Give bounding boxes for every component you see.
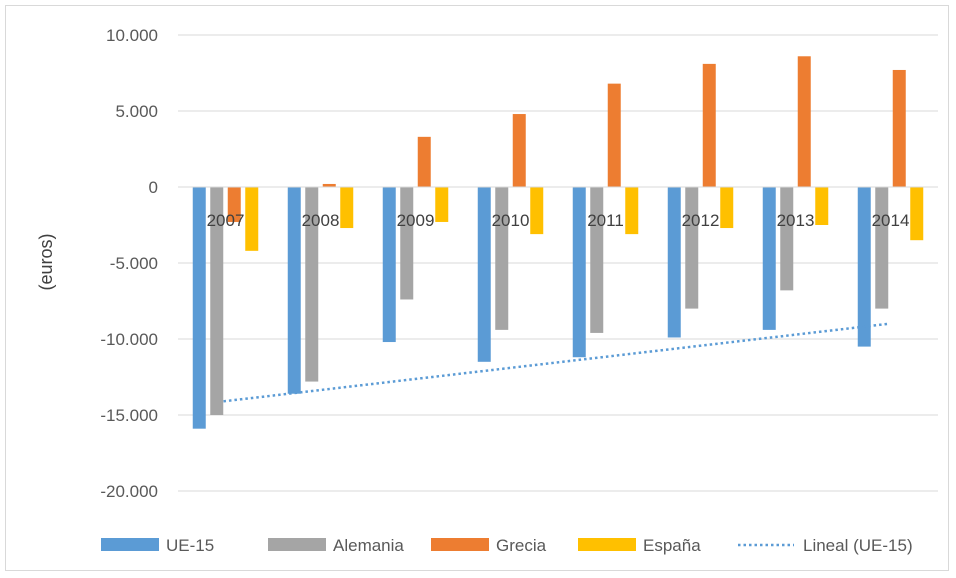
bar-grecia-2011 — [607, 83, 621, 187]
bar-alemania-2011 — [590, 187, 604, 333]
x-category-label: 2012 — [682, 211, 720, 230]
bar-ue-15-2013 — [762, 187, 776, 330]
x-category-label: 2007 — [207, 211, 245, 230]
legend-label: Grecia — [496, 536, 547, 555]
bar-alemania-2007 — [210, 187, 224, 415]
bar-ue-15-2010 — [477, 187, 491, 362]
legend-label: Lineal (UE-15) — [803, 536, 913, 555]
bar-espa-a-2012 — [720, 187, 734, 229]
legend-label: España — [643, 536, 701, 555]
y-axis-label: (euros) — [36, 233, 56, 290]
bar-alemania-2009 — [400, 187, 414, 300]
bar-espa-a-2014 — [910, 187, 924, 241]
legend-swatch — [578, 538, 636, 551]
y-tick-label: -10.000 — [100, 330, 158, 349]
y-tick-label: 10.000 — [106, 26, 158, 45]
bar-grecia-2008 — [322, 183, 336, 187]
bar-espa-a-2010 — [530, 187, 544, 235]
bar-alemania-2014 — [875, 187, 889, 309]
legend-swatch — [101, 538, 159, 551]
bar-alemania-2010 — [495, 187, 509, 330]
y-tick-label: 5.000 — [115, 102, 158, 121]
bar-espa-a-2007 — [245, 187, 259, 251]
bar-grecia-2009 — [417, 136, 431, 187]
bar-grecia-2010 — [512, 114, 526, 187]
x-category-label: 2011 — [587, 211, 624, 230]
bar-espa-a-2009 — [435, 187, 449, 222]
bar-alemania-2008 — [305, 187, 319, 382]
y-tick-label: 0 — [149, 178, 158, 197]
bar-espa-a-2013 — [815, 187, 829, 225]
bar-grecia-2007 — [227, 187, 241, 222]
bar-grecia-2012 — [702, 63, 716, 187]
gridlines — [178, 34, 938, 492]
trendline — [223, 322, 889, 403]
legend-label: Alemania — [333, 536, 404, 555]
bar-grecia-2013 — [797, 56, 811, 187]
bar-grecia-2014 — [892, 69, 906, 187]
bar-ue-15-2009 — [382, 187, 396, 343]
bar-alemania-2012 — [685, 187, 699, 309]
legend-swatch — [431, 538, 489, 551]
x-category-label: 2014 — [872, 211, 910, 230]
bar-ue-15-2011 — [572, 187, 586, 358]
y-axis-ticks: 10.000 5.000 0 -5.000 -10.000 -15.000 -20.000 — [100, 26, 158, 501]
bar-espa-a-2008 — [340, 187, 354, 229]
bar-ue-15-2008 — [287, 187, 301, 394]
x-category-label: 2013 — [777, 211, 815, 230]
x-category-label: 2009 — [397, 211, 435, 230]
y-tick-label: -5.000 — [110, 254, 158, 273]
legend: UE-15 Alemania Grecia España Lineal (UE-15) — [101, 536, 913, 555]
x-axis-category-labels: 2007 2008 2009 2010 2011 2012 2013 2014 — [207, 211, 910, 230]
x-category-label: 2008 — [302, 211, 340, 230]
bar-ue-15-2007 — [192, 187, 206, 429]
bars — [192, 56, 924, 429]
y-tick-label: -20.000 — [100, 482, 158, 501]
bar-espa-a-2011 — [625, 187, 639, 235]
legend-swatch — [268, 538, 326, 551]
bar-ue-15-2014 — [857, 187, 871, 347]
x-category-label: 2010 — [492, 211, 530, 230]
bar-ue-15-2012 — [667, 187, 681, 338]
legend-label: UE-15 — [166, 536, 214, 555]
y-tick-label: -15.000 — [100, 406, 158, 425]
trendline-lineal-ue-15 — [223, 322, 889, 403]
bar-alemania-2013 — [780, 187, 794, 291]
